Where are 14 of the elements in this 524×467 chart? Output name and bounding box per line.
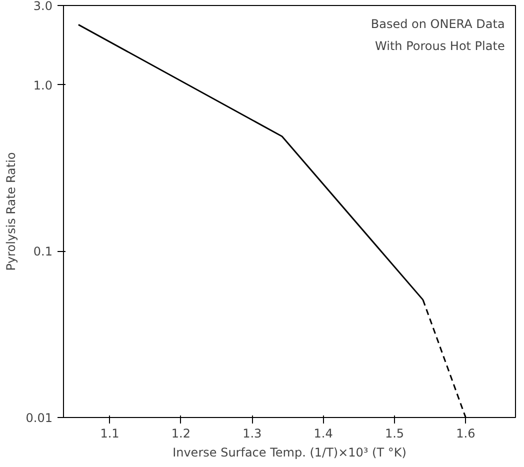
- y-tick-label: 0.1: [33, 244, 53, 259]
- y-tick-label: 1.0: [33, 78, 53, 92]
- y-tick-label: 3.0: [33, 0, 53, 13]
- x-tick-label: 1.6: [456, 426, 476, 440]
- annotation: Based on ONERA Data: [370, 17, 505, 32]
- x-tick-label: 1.5: [384, 426, 404, 440]
- x-axis-title: Inverse Surface Temp. (1/T)×10³ (T °K): [172, 446, 406, 460]
- y-axis-title: Pyrolysis Rate Ratio: [4, 152, 18, 271]
- y-tick-label: 0.01: [26, 411, 52, 425]
- x-tick-label: 1.4: [314, 426, 333, 440]
- annotation: With Porous Hot Plate: [375, 38, 505, 53]
- x-tick-label: 1.2: [171, 426, 190, 440]
- x-tick-label: 1.3: [242, 426, 262, 440]
- x-tick-label: 1.1: [100, 426, 120, 440]
